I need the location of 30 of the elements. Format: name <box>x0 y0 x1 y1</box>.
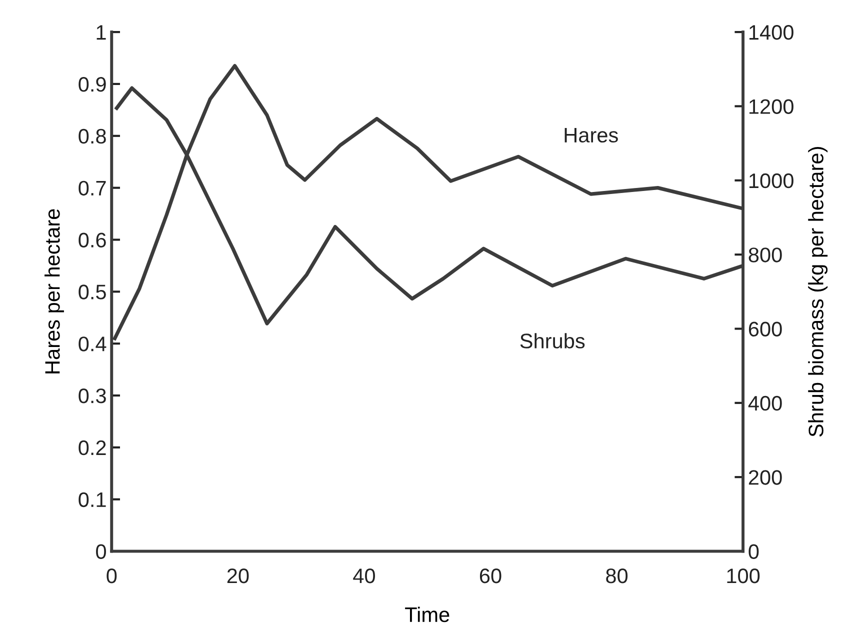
x-tick-label: 0 <box>106 568 117 584</box>
series-label: Hares <box>564 128 618 143</box>
y2-tick-label: 1000 <box>749 173 794 188</box>
x-axis-title: Time <box>405 606 450 622</box>
y2-tick-label: 400 <box>748 396 782 411</box>
y-axis-title: Hares per hectare <box>44 209 64 374</box>
y-tick-label: 0.3 <box>78 388 106 404</box>
y-tick-label: 0.6 <box>78 232 106 248</box>
y2-tick-label: 200 <box>748 470 782 485</box>
y2-tick-label: 0 <box>748 544 759 560</box>
y2-tick-label: 600 <box>748 322 782 336</box>
y-tick-label: 0.5 <box>78 284 106 300</box>
x-tick-label: 20 <box>227 568 249 584</box>
y2-axis-title: Shrub biomass (kg per hectare) <box>808 147 828 437</box>
y-tick-label: 1 <box>96 25 106 40</box>
y-tick-label: 0.9 <box>78 76 106 92</box>
y-tick-label: 0 <box>96 544 106 560</box>
x-tick-label: 40 <box>353 568 375 584</box>
x-tick-label: 80 <box>606 568 628 584</box>
x-tick-label: 60 <box>480 568 502 584</box>
x-tick-label: 100 <box>727 568 760 584</box>
y-tick-label: 0.1 <box>78 492 106 508</box>
text: Shrubs <box>520 333 585 348</box>
y2-tick-label: 800 <box>748 248 782 262</box>
y-tick-label: 0.4 <box>78 336 106 352</box>
y2-tick-label: 1400 <box>749 25 794 40</box>
y-tick-label: 0.8 <box>78 128 106 144</box>
y-tick-label: 0.7 <box>78 180 106 196</box>
y-tick-label: 0.2 <box>78 440 106 456</box>
y2-tick-label: 1200 <box>749 99 794 114</box>
